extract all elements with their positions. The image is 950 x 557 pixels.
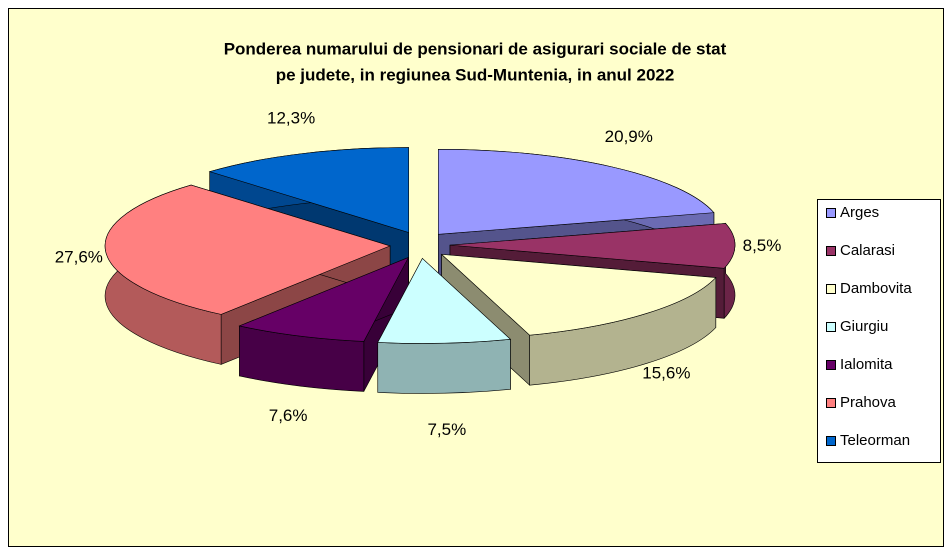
legend [817, 199, 941, 463]
legend-swatch [826, 284, 836, 294]
legend-label: Calarasi [840, 242, 895, 259]
slice-top [208, 147, 409, 233]
pie-slice [377, 257, 512, 394]
data-label: 7,6% [269, 406, 308, 425]
legend-label: Teleorman [840, 432, 910, 449]
legend-swatch [826, 436, 836, 446]
slice-top [449, 223, 736, 269]
slice-top [438, 149, 715, 235]
legend-label: Dambovita [840, 280, 912, 297]
slice-top [440, 253, 717, 336]
data-label: 20,9% [605, 127, 653, 146]
data-label: 7,5% [427, 420, 466, 439]
legend-label: Giurgiu [840, 318, 888, 335]
legend-label: Ialomita [840, 356, 893, 373]
data-label: 27,6% [55, 247, 103, 266]
legend-swatch [826, 322, 836, 332]
chart-title: pe judete, in regiunea Sud-Muntenia, in … [276, 65, 675, 84]
slice-side [377, 338, 511, 394]
chart-title: Ponderea numarului de pensionari de asig… [224, 39, 727, 58]
slice-top [104, 184, 391, 315]
legend-label: Arges [840, 204, 879, 221]
slice-top [377, 257, 512, 344]
data-label: 8,5% [743, 236, 782, 255]
legend-swatch [826, 398, 836, 408]
data-label: 12,3% [267, 109, 315, 128]
legend-swatch [826, 246, 836, 256]
legend-swatch [826, 208, 836, 218]
legend-swatch [826, 360, 836, 370]
data-label: 15,6% [642, 364, 690, 383]
legend-label: Prahova [840, 394, 897, 411]
slice-top [238, 256, 410, 342]
pie-slice [238, 256, 410, 392]
